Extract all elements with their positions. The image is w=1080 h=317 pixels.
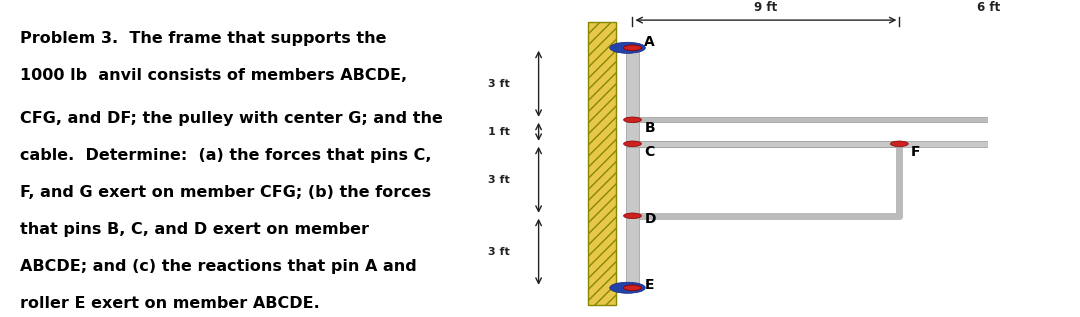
Circle shape	[623, 45, 642, 51]
Circle shape	[623, 117, 642, 123]
Circle shape	[623, 45, 642, 51]
Text: 9 ft: 9 ft	[754, 1, 778, 14]
Circle shape	[1020, 102, 1080, 138]
Text: 1 ft: 1 ft	[488, 127, 510, 137]
Circle shape	[610, 42, 646, 53]
Text: Problem 3.  The frame that supports the: Problem 3. The frame that supports the	[19, 31, 387, 46]
Circle shape	[623, 141, 642, 146]
Circle shape	[623, 285, 642, 291]
Text: that pins B, C, and D exert on member: that pins B, C, and D exert on member	[19, 222, 368, 237]
Text: 6 ft: 6 ft	[976, 1, 1000, 14]
Circle shape	[890, 141, 908, 146]
Text: ABCDE; and (c) the reactions that pin A and: ABCDE; and (c) the reactions that pin A …	[19, 259, 417, 274]
Text: A: A	[645, 35, 656, 49]
Text: 3 ft: 3 ft	[488, 247, 510, 257]
Text: D: D	[645, 212, 656, 226]
Text: F: F	[912, 145, 920, 159]
Text: C: C	[645, 145, 654, 159]
Circle shape	[623, 213, 642, 218]
Bar	[625, 45, 639, 291]
Bar	[625, 118, 1077, 122]
Text: E: E	[645, 278, 653, 292]
Text: cable.  Determine:  (a) the forces that pins C,: cable. Determine: (a) the forces that pi…	[19, 148, 431, 163]
Bar	[588, 22, 616, 305]
Circle shape	[610, 282, 646, 293]
Text: 1000 lb  anvil consists of members ABCDE,: 1000 lb anvil consists of members ABCDE,	[19, 68, 407, 83]
Text: 3 ft: 3 ft	[488, 175, 510, 185]
Bar	[625, 141, 1077, 146]
Text: F, and G exert on member CFG; (b) the forces: F, and G exert on member CFG; (b) the fo…	[19, 185, 431, 200]
Bar	[588, 22, 616, 305]
Text: roller E exert on member ABCDE.: roller E exert on member ABCDE.	[19, 296, 320, 311]
Text: CFG, and DF; the pulley with center G; and the: CFG, and DF; the pulley with center G; a…	[19, 111, 443, 126]
Circle shape	[1065, 116, 1080, 124]
Polygon shape	[1028, 167, 1080, 192]
Text: B: B	[645, 121, 654, 135]
Text: 3 ft: 3 ft	[488, 79, 510, 89]
Circle shape	[623, 285, 642, 291]
